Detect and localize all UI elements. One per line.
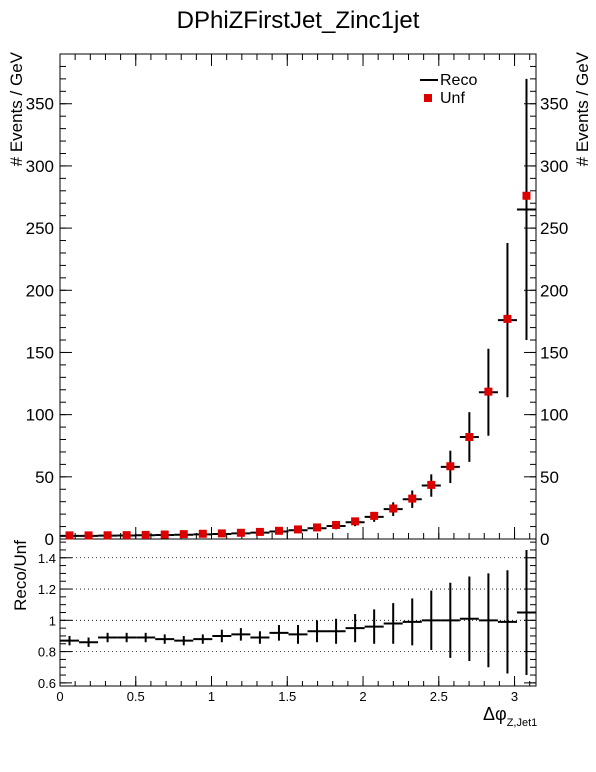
unf-point (198, 529, 207, 538)
main-y-tick-label: 150 (26, 343, 54, 362)
unf-point (255, 527, 264, 536)
legend-background (417, 66, 477, 110)
x-axis-label-symbol: Δφ (483, 704, 507, 724)
unf-point (179, 530, 188, 539)
unf-point (217, 529, 226, 538)
main-y-tick-label-right: 50 (540, 468, 559, 487)
unf-point (294, 525, 302, 534)
unf-point (141, 530, 150, 539)
main-plot-frame: 0 0 50 50 100 100 150 150 200 200 250 250 300 300 350 3… (26, 53, 568, 549)
x-axis-label: ΔφZ,Jet1 (483, 704, 537, 729)
unf-point (332, 520, 341, 529)
unf-point (503, 314, 512, 323)
main-plot-border (59, 53, 537, 540)
legend: Reco Unf (420, 72, 477, 107)
x-tick-label: 1.5 (278, 689, 296, 704)
unf-point (236, 528, 245, 537)
main-y-tick-label-right: 250 (540, 219, 568, 238)
unf-point (484, 387, 493, 396)
main-y-tick-label-right: 350 (540, 95, 568, 114)
unf-point (160, 530, 169, 539)
ratio-y-axis-label: Reco/Unf (11, 540, 30, 611)
ratio-plot-frame: 0.6 0.8 1 1.2 1.4 0 0.5 1 1.5 2 2.5 3 (38, 538, 537, 704)
main-y-tick-label-right: 300 (540, 157, 568, 176)
unf-point (351, 517, 360, 526)
unf-point (408, 494, 417, 503)
main-y-tick-label-right: 100 (540, 406, 568, 425)
ratio-plot-border (59, 538, 537, 687)
unf-point (103, 531, 112, 540)
unf-point (65, 531, 74, 540)
main-y-axis-label: # Events / GeV (7, 51, 26, 166)
unf-point (427, 480, 436, 489)
unf-point (446, 462, 455, 471)
main-y-tick-label-right: 0 (540, 530, 549, 549)
main-marks (60, 78, 536, 540)
ratio-y-tick-label: 1 (49, 613, 56, 628)
unf-point (84, 531, 93, 540)
ratio-y-tick-label: 1.2 (38, 582, 56, 597)
main-y-tick-label-right: 200 (540, 281, 568, 300)
unf-point (389, 504, 398, 513)
main-y-tick-label: 200 (26, 281, 54, 300)
main-y-tick-label: 300 (26, 157, 54, 176)
main-y-tick-label: 0 (45, 530, 54, 549)
unf-point (465, 433, 474, 442)
x-axis-label-subscript: Z,Jet1 (507, 717, 538, 729)
main-y-tick-label: 250 (26, 219, 54, 238)
main-y-tick-label: 100 (26, 406, 54, 425)
x-tick-label: 2.5 (430, 689, 448, 704)
x-tick-label: 0 (56, 689, 63, 704)
main-y-tick-label: 50 (35, 468, 54, 487)
x-tick-label: 2 (359, 689, 366, 704)
ratio-y-tick-label: 0.6 (38, 676, 56, 691)
legend-reco-label: Reco (440, 72, 477, 89)
unf-point (274, 526, 283, 535)
legend-unf-label: Unf (440, 90, 465, 107)
unf-point (122, 531, 131, 540)
x-tick-label: 3 (511, 689, 518, 704)
main-y-tick-label: 350 (26, 95, 54, 114)
chart-title: DPhiZFirstJet_Zinc1jet (177, 7, 420, 34)
ratio-y-tick-label: 1.4 (38, 551, 56, 566)
ratio-marks (60, 549, 536, 676)
legend-unf-marker (424, 94, 432, 102)
unf-point (370, 511, 379, 520)
main-y-axis-label-right: # Events / GeV (573, 51, 592, 166)
ratio-y-tick-label: 0.8 (38, 645, 56, 660)
main-y-tick-label-right: 150 (540, 343, 568, 362)
unf-point (522, 191, 531, 200)
x-tick-label: 1 (208, 689, 215, 704)
unf-point (313, 523, 322, 532)
x-tick-label: 0.5 (127, 689, 145, 704)
